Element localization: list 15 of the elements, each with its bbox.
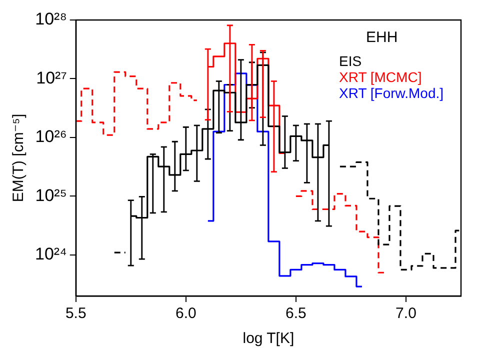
annotation: EHH: [366, 29, 398, 46]
y-tick-label: 10²⁴: [35, 244, 67, 264]
x-tick-label: 7.0: [396, 305, 416, 322]
text: XRT [MCMC]: [339, 68, 422, 85]
text: EIS: [339, 52, 362, 69]
x-tick-label: 5.5: [65, 305, 86, 322]
x-tick-label: 6.5: [286, 305, 306, 322]
y-tick-label: 10²⁶: [35, 127, 67, 146]
y-tick-label: 10²⁷: [36, 68, 67, 88]
text: XRT [Forw.Mod.]: [339, 84, 444, 101]
y-tick-label: 10²⁸: [35, 10, 67, 29]
y-axis-title: EM(T) [cm⁻⁵]: [10, 114, 28, 202]
x-tick-label: 6.0: [175, 305, 196, 322]
y-tick-label: 10²⁵: [35, 186, 67, 205]
x-axis-title: log T[K]: [242, 330, 294, 348]
